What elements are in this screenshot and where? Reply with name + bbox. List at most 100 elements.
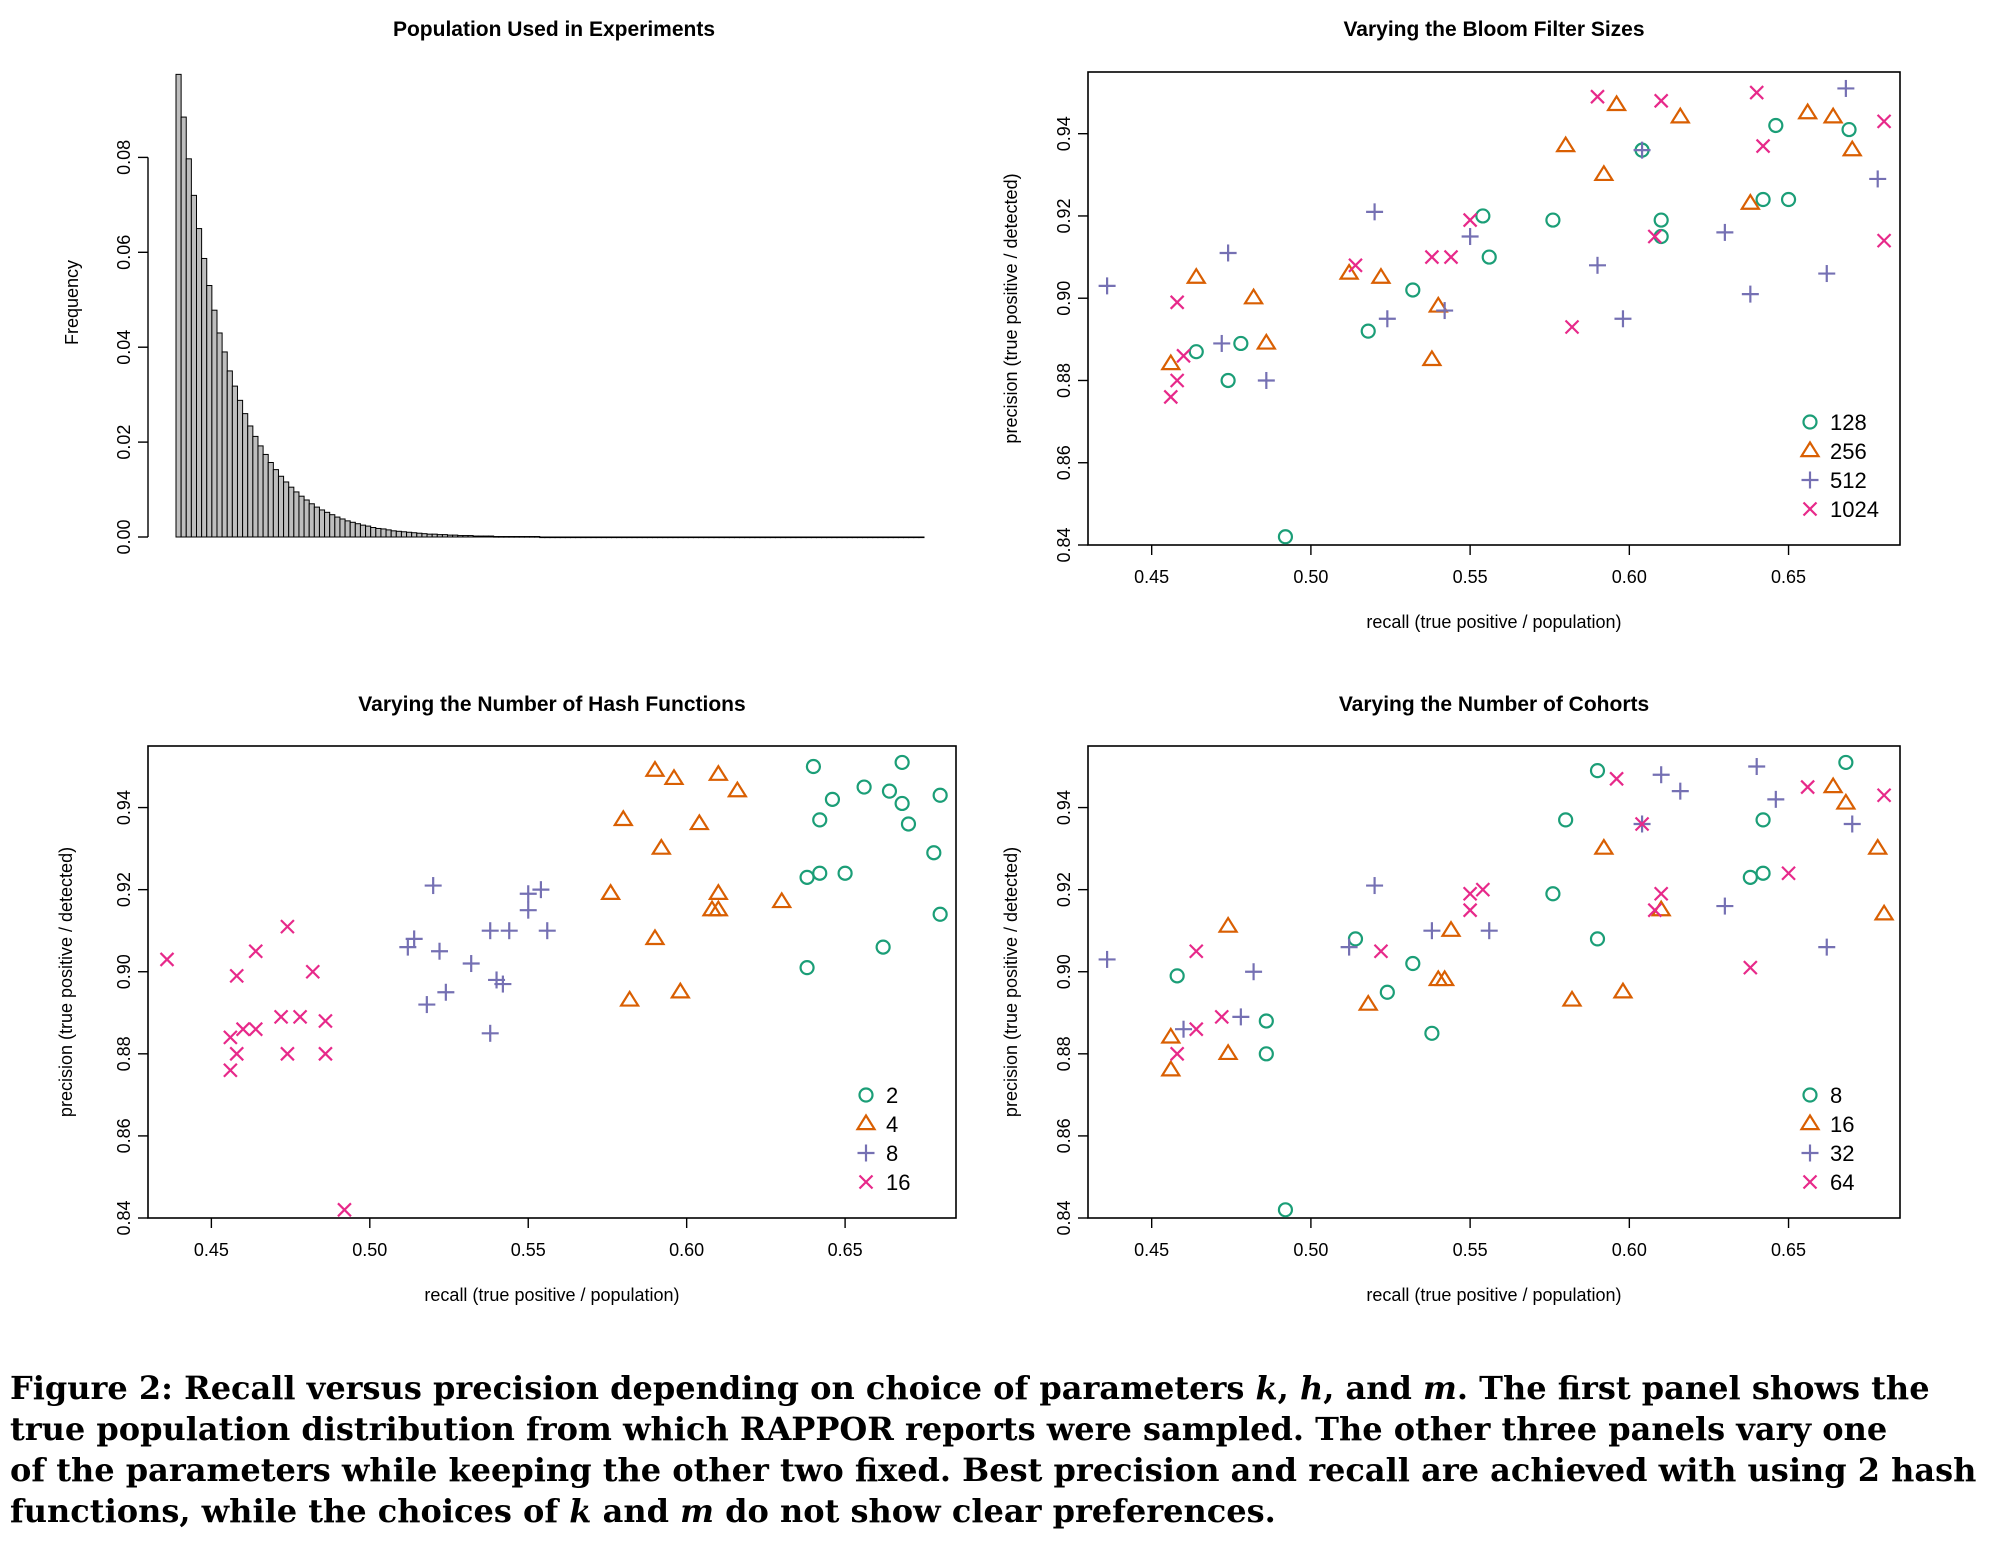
legend-label: 8	[886, 1141, 898, 1166]
histogram-bar	[892, 536, 899, 539]
histogram-bar	[380, 528, 387, 538]
histogram-bar	[252, 435, 259, 538]
histogram-bar	[908, 536, 915, 539]
data-point	[1589, 931, 1606, 947]
data-point	[1800, 779, 1815, 795]
histogram-bar	[759, 536, 766, 539]
data-point	[437, 983, 455, 1001]
histogram-bar	[815, 536, 823, 539]
histogram-bar	[195, 228, 203, 538]
data-point	[824, 791, 841, 807]
data-point	[932, 906, 948, 922]
data-point	[1797, 102, 1819, 120]
legend-marker	[1801, 471, 1819, 489]
histogram-bar	[247, 425, 254, 538]
legend-label: 32	[1830, 1141, 1854, 1166]
data-point	[1255, 332, 1277, 350]
data-point	[1748, 758, 1766, 776]
data-point	[1219, 244, 1237, 262]
data-point	[235, 1021, 251, 1037]
histogram-bar	[303, 499, 310, 538]
legend-label: 256	[1830, 439, 1867, 464]
histogram-bar	[903, 536, 910, 539]
histogram-bar	[523, 536, 531, 538]
y-tick-label: 0.90	[1054, 954, 1074, 989]
data-point	[1098, 277, 1116, 295]
data-point	[1163, 389, 1179, 405]
histogram-bar	[739, 536, 746, 539]
histogram-bar	[631, 536, 638, 539]
data-point	[1462, 886, 1478, 902]
data-point	[532, 881, 550, 899]
histogram-bar	[344, 520, 351, 538]
y-tick-label: 0.02	[114, 425, 134, 460]
histogram-bar	[498, 536, 505, 538]
histogram-bar	[365, 525, 372, 538]
legend-marker	[1799, 440, 1821, 458]
histogram-bar	[708, 536, 715, 539]
data-point	[1188, 1021, 1204, 1037]
data-point	[1716, 223, 1734, 241]
histogram-bar	[580, 536, 587, 539]
histogram-bar	[549, 536, 556, 539]
y-axis-label: precision (true positive / detected)	[1001, 173, 1021, 443]
data-point	[229, 968, 244, 984]
data-point	[1176, 348, 1191, 364]
y-tick-label: 0.86	[114, 1118, 134, 1153]
data-point	[1589, 763, 1606, 779]
data-point	[1822, 776, 1844, 794]
legend-label: 8	[1830, 1083, 1842, 1108]
data-point	[1652, 766, 1670, 784]
y-tick-label: 0.94	[1054, 116, 1074, 151]
x-tick-label: 0.55	[511, 1240, 546, 1260]
histogram-bar	[457, 535, 464, 538]
data-point	[1558, 812, 1574, 828]
histogram-bar	[851, 536, 858, 539]
y-axis-label: precision (true positive / detected)	[56, 847, 76, 1117]
histogram-bar	[698, 536, 705, 539]
histogram-bar	[600, 536, 607, 539]
histogram-bar	[385, 529, 392, 538]
data-point	[1220, 372, 1236, 389]
data-point	[248, 1021, 264, 1037]
caption-line-4: functions, while the choices of k and m …	[10, 1492, 1276, 1530]
histogram-bar	[785, 536, 792, 539]
data-point	[1373, 943, 1389, 959]
data-point	[1169, 295, 1185, 310]
data-point	[1243, 287, 1265, 305]
data-point	[1561, 989, 1583, 1007]
data-point	[1366, 877, 1384, 895]
figure-caption: Figure 2: Recall versus precision depend…	[10, 1368, 1994, 1532]
data-point	[431, 942, 449, 960]
figure: Population Used in Experiments 0.00 0.02 0.…	[56, 18, 1901, 1305]
histogram-bar	[805, 536, 812, 539]
data-point	[1436, 302, 1454, 320]
data-point	[1258, 1013, 1274, 1029]
data-point	[1755, 865, 1771, 881]
histogram-bar	[236, 399, 244, 538]
data-point	[856, 779, 872, 795]
plot-frame	[147, 745, 957, 1219]
scatter-panel-1: Varying the Bloom Filter Sizes 0.45 0.50 0.…	[1001, 18, 1901, 632]
data-point	[1564, 319, 1580, 335]
data-point	[1277, 1202, 1294, 1218]
data-point	[1835, 792, 1857, 810]
histogram-bar	[400, 531, 408, 538]
histogram-bar	[518, 536, 525, 538]
data-point	[1214, 1009, 1230, 1025]
data-point	[707, 883, 729, 900]
x-axis-label: recall (true positive / population)	[424, 1285, 679, 1305]
y-tick-label: 0.90	[114, 954, 134, 989]
data-point	[1545, 886, 1561, 902]
x-tick-label: 0.45	[194, 1240, 229, 1260]
histogram-bar	[754, 536, 761, 539]
histogram-bar	[206, 285, 213, 538]
data-point	[229, 1046, 244, 1062]
data-point	[305, 964, 321, 980]
data-point	[1461, 228, 1479, 246]
histogram-bar	[441, 534, 449, 538]
data-point	[337, 1202, 352, 1218]
legend-label: 512	[1830, 468, 1867, 493]
data-point	[1755, 138, 1771, 154]
histogram-bar	[308, 503, 315, 538]
